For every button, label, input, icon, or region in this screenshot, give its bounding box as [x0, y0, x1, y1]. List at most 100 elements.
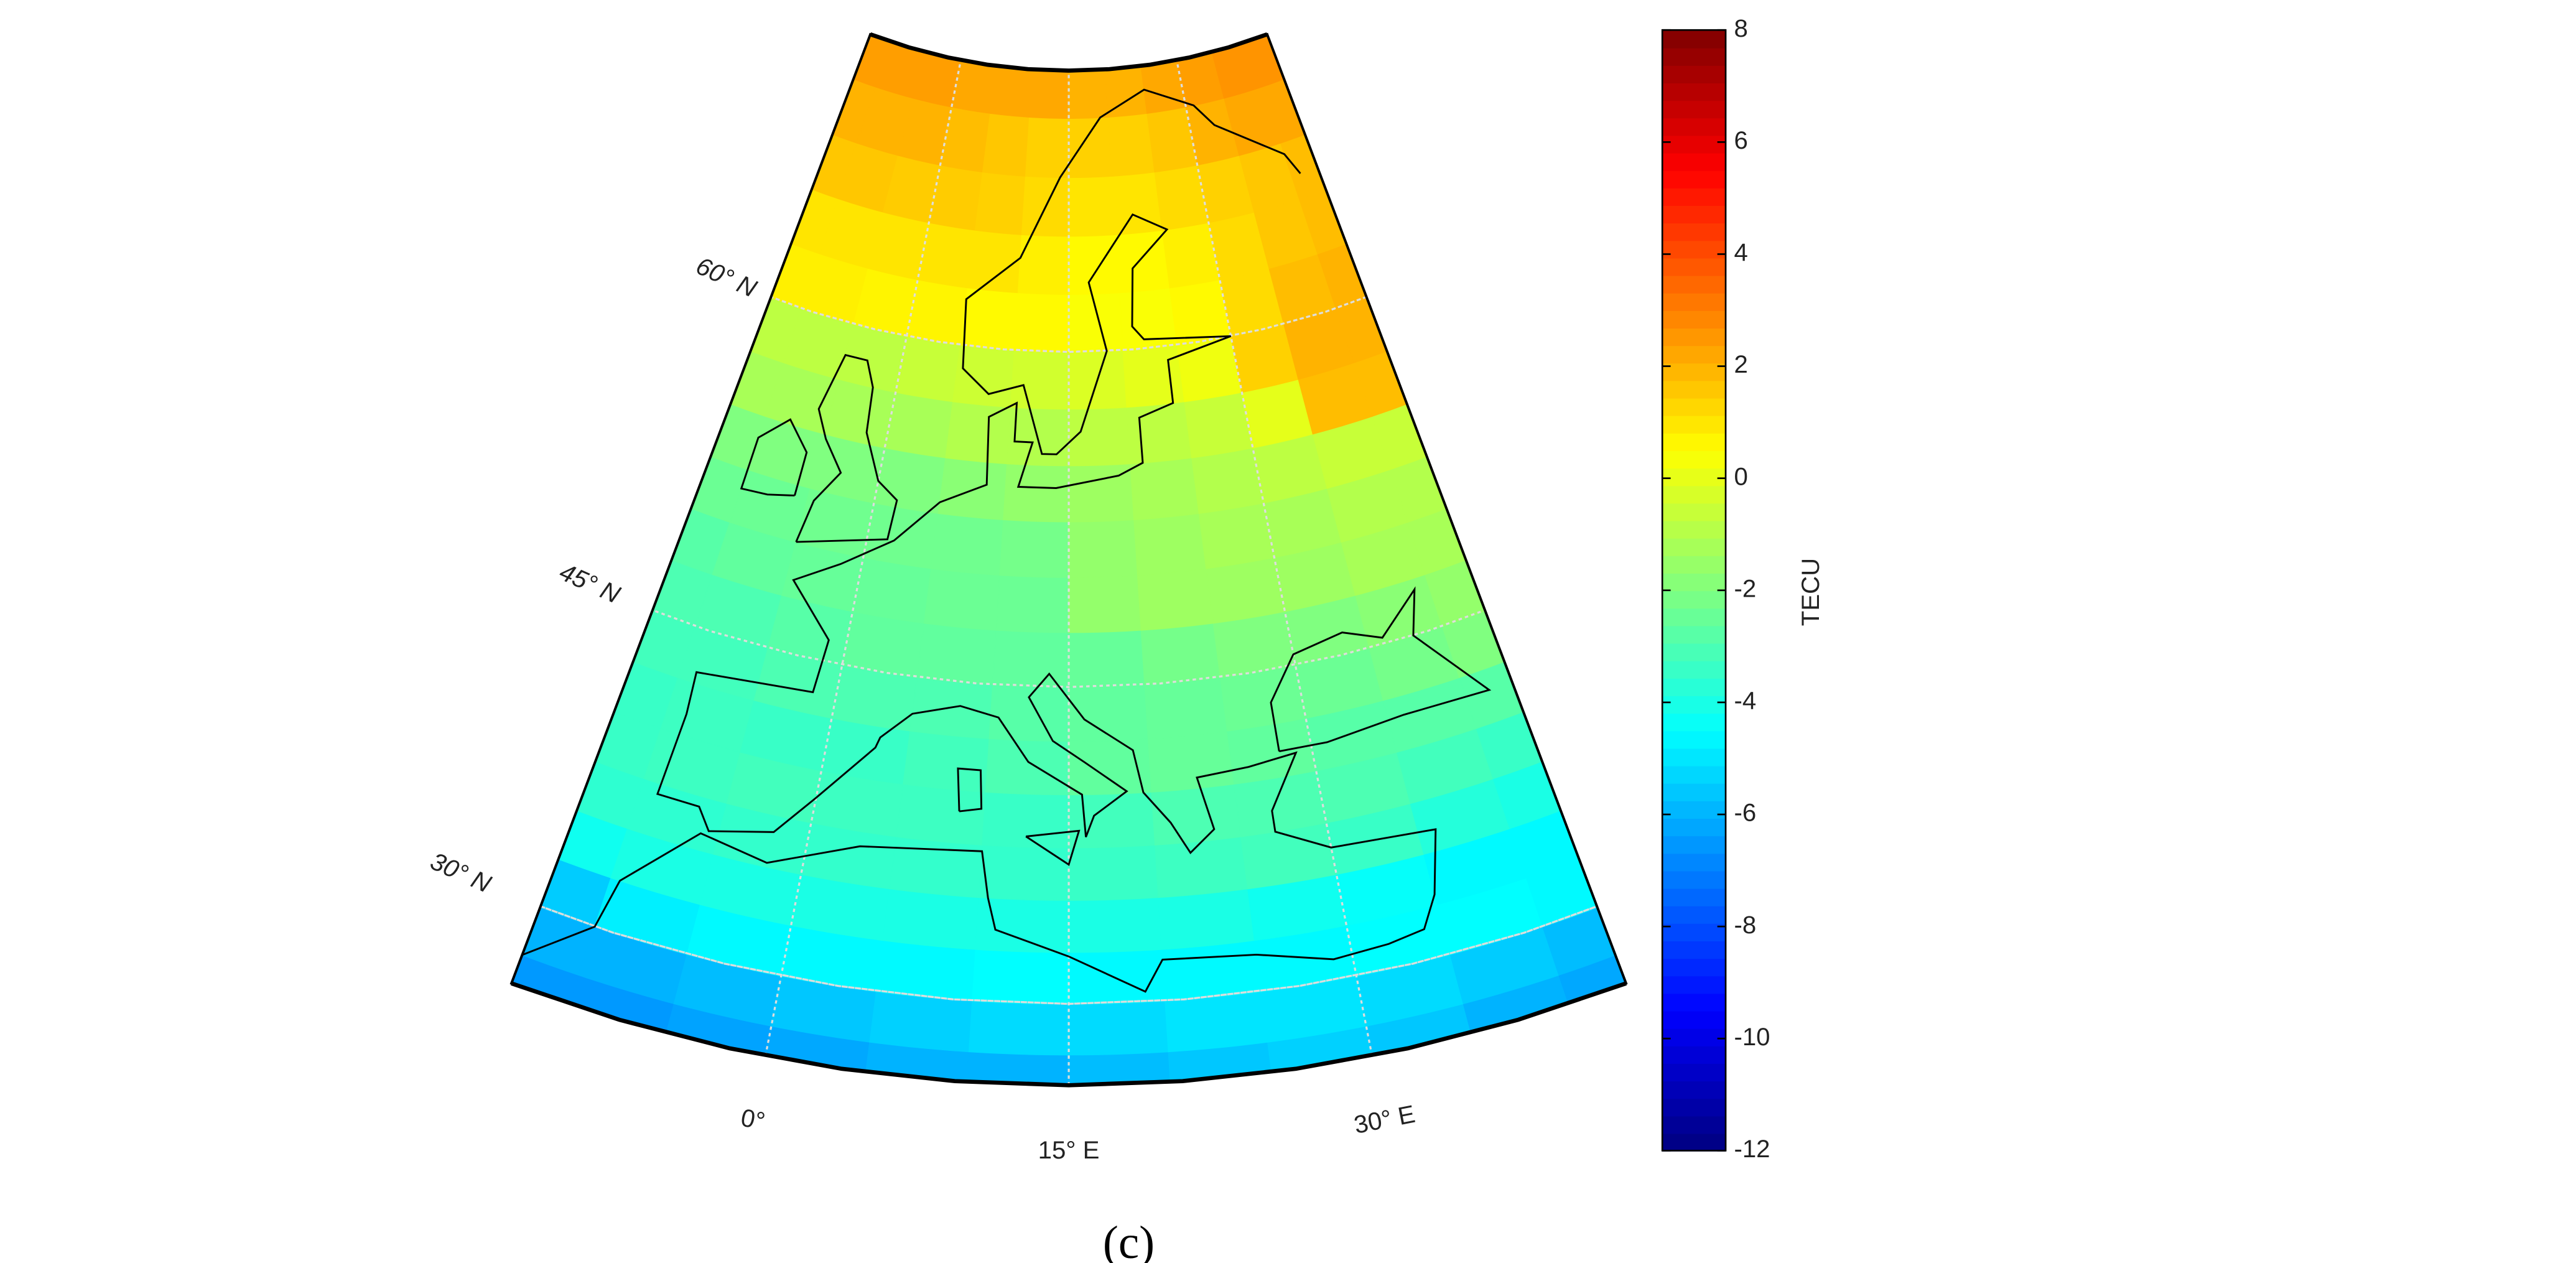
tec-cell — [1068, 116, 1113, 179]
colorbar-label: TECU — [1797, 558, 1825, 626]
tec-cell — [1191, 447, 1265, 514]
colorbar-swatch — [1662, 222, 1726, 241]
map-frame-bottom — [511, 981, 1627, 1088]
colorbar-swatch — [1662, 607, 1726, 627]
colorbar-swatch — [1662, 275, 1726, 294]
colorbar-swatch — [1662, 100, 1726, 119]
coast-line — [1025, 829, 1081, 866]
tec-cell — [978, 844, 1069, 901]
colorbar-swatch — [1662, 923, 1726, 941]
tec-cell — [1140, 622, 1221, 686]
colorbar-swatch — [1662, 327, 1726, 347]
lon-label: 15° E — [1038, 1136, 1100, 1164]
tec-grid — [511, 0, 1626, 1086]
tec-cell — [1010, 349, 1069, 410]
tec-cell — [1147, 730, 1235, 793]
colorbar-swatch — [1662, 432, 1726, 451]
tec-cell — [1154, 836, 1248, 898]
tec-cell — [862, 0, 914, 30]
tec-cell — [985, 738, 1069, 796]
tec-cell — [1122, 344, 1186, 408]
colorbar-tick-label: 6 — [1734, 126, 1747, 154]
colorbar-tick-label: 4 — [1734, 238, 1747, 266]
colorbar-tick-label: -10 — [1734, 1023, 1770, 1051]
tec-cell — [968, 1000, 1069, 1056]
tec-cell — [1068, 1051, 1173, 1086]
tec-cell — [965, 1051, 1069, 1086]
colorbar-swatch — [1662, 730, 1726, 749]
tec-cell — [1068, 406, 1132, 467]
tec-cell — [1126, 401, 1193, 465]
colorbar-swatch — [1662, 625, 1726, 644]
colorbar: 8 6 4 2 0 -2 -4 -6 -8 -10 -12 — [1661, 14, 1770, 1163]
colorbar-swatch — [1662, 765, 1726, 784]
tec-cell — [916, 622, 997, 686]
coast-line — [1270, 586, 1492, 753]
colorbar-swatch — [1662, 643, 1726, 661]
colorbar-swatch — [1662, 695, 1726, 714]
colorbar-swatch — [1662, 292, 1726, 311]
tec-cell — [873, 447, 947, 514]
colorbar-swatch — [1662, 152, 1726, 171]
colorbar-swatch — [1662, 240, 1726, 259]
colorbar-swatch — [1662, 398, 1726, 416]
tec-cell — [1033, 34, 1069, 60]
tec-cell — [1068, 574, 1142, 633]
colorbar-swatch — [1662, 362, 1726, 381]
colorbar-tick-label: -6 — [1734, 799, 1756, 827]
tec-cell — [982, 791, 1069, 849]
colorbar-tick-label: 8 — [1734, 14, 1747, 42]
colorbar-swatch — [1662, 958, 1726, 977]
colorbar-tick-label: -12 — [1734, 1135, 1770, 1163]
tec-cell — [884, 391, 954, 459]
lon-label: 0° — [738, 1104, 767, 1136]
colorbar-swatch — [1662, 783, 1726, 801]
tec-cell — [995, 574, 1069, 633]
tec-cell — [1133, 513, 1207, 576]
colorbar-swatch — [1662, 65, 1726, 84]
tec-cell — [889, 836, 983, 898]
colorbar-swatch — [1662, 30, 1726, 49]
map-frame-top — [870, 32, 1268, 73]
colorbar-swatch — [1662, 187, 1726, 207]
colorbar-tick-label: -4 — [1734, 687, 1756, 715]
tec-cell — [928, 34, 975, 49]
colorbar-swatch — [1662, 1080, 1726, 1099]
colorbar-swatch — [1662, 572, 1726, 592]
colorbar-swatch — [1662, 888, 1726, 906]
tec-cell — [1068, 175, 1117, 237]
coast-line — [957, 767, 983, 813]
tec-cell — [894, 34, 945, 42]
colorbar-swatch — [1662, 800, 1726, 819]
colorbar-swatch — [1662, 940, 1726, 959]
colorbar-swatch — [1662, 590, 1726, 609]
tec-cell — [1224, 0, 1276, 30]
tec-cell — [1068, 844, 1160, 901]
colorbar-swatch — [1662, 170, 1726, 189]
lat-label: 30° N — [426, 847, 495, 898]
tec-cell — [1068, 234, 1120, 295]
colorbar-swatch — [1662, 467, 1726, 487]
tec-cell — [990, 54, 1034, 118]
colorbar-swatch — [1662, 1045, 1726, 1064]
tec-cell — [1193, 34, 1244, 42]
tec-cell — [1165, 990, 1268, 1053]
colorbar-swatch — [1662, 678, 1726, 696]
coast-line — [795, 353, 898, 543]
colorbar-swatch — [1662, 345, 1726, 364]
tec-cell — [952, 344, 1015, 408]
tec-cell — [1118, 287, 1178, 351]
tec-cell — [1144, 676, 1228, 739]
colorbar-tick-label: 0 — [1734, 462, 1747, 490]
colorbar-swatch — [1662, 135, 1726, 154]
colorbar-swatch — [1662, 975, 1726, 994]
colorbar-swatch — [1662, 1116, 1726, 1134]
colorbar-swatch — [1662, 1133, 1726, 1152]
tec-cell — [974, 171, 1026, 235]
coast-line — [740, 418, 808, 496]
tec-cell — [1115, 229, 1171, 294]
tec-cell — [1184, 391, 1253, 459]
tec-cell — [972, 948, 1069, 1005]
tec-cell — [882, 888, 980, 950]
